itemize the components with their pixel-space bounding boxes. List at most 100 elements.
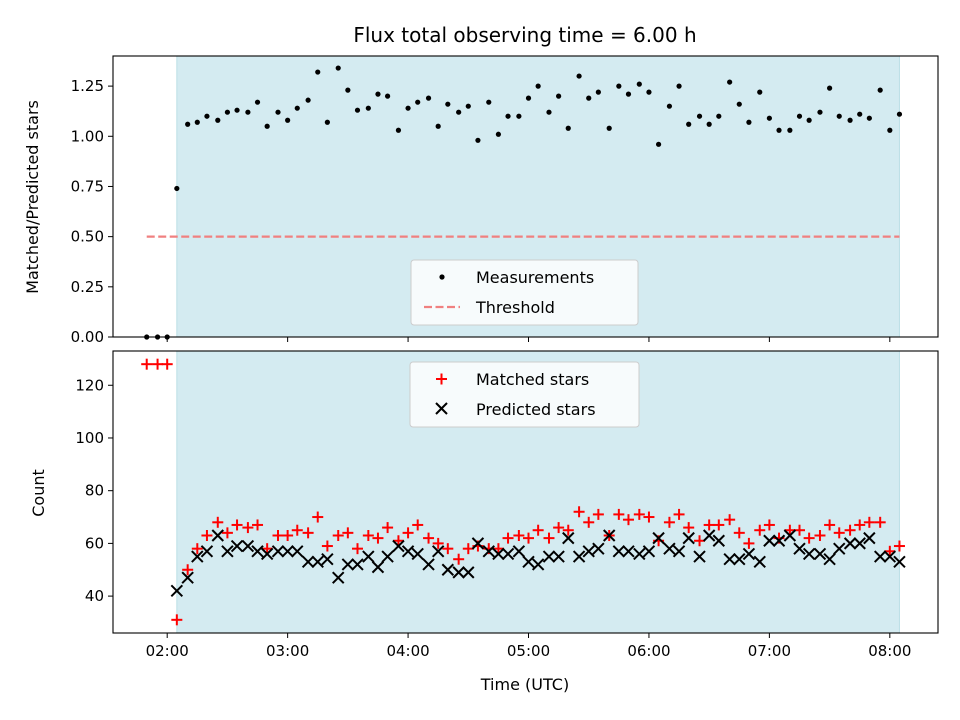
measurement-point [827, 85, 833, 91]
measurement-point [294, 105, 300, 111]
predicted-star-point [883, 550, 897, 563]
measurement-point [595, 89, 601, 95]
matched-star-point [302, 527, 314, 539]
matched-star-point [432, 537, 444, 549]
matched-star-point [291, 524, 303, 536]
matched-star-point [342, 527, 354, 539]
predicted-star-stroke-b [853, 537, 866, 550]
predicted-star-stroke-b [271, 545, 285, 558]
measurement-point [655, 141, 662, 147]
predicted-star-stroke-b [863, 531, 876, 545]
predicted-star-point [211, 529, 224, 542]
predicted-star-point [251, 545, 264, 558]
y-tick-label: 0.00 [71, 328, 104, 346]
predicted-star-point [793, 542, 806, 555]
y-tick-label: 0.25 [71, 278, 104, 296]
matched-star-point [583, 516, 595, 528]
measurement-point [384, 93, 391, 99]
predicted-star-point [321, 552, 334, 566]
predicted-star-point [341, 558, 355, 571]
matched-star-point [733, 527, 745, 539]
predicted-star-stroke-b [471, 537, 485, 550]
matched-star-point [161, 358, 173, 370]
predicted-star-point [552, 550, 565, 563]
matched-star-point [743, 537, 755, 549]
measurement-point [445, 101, 451, 107]
predicted-star-stroke-b [492, 547, 505, 561]
predicted-star-point [381, 550, 394, 563]
predicted-star-stroke-b [642, 545, 656, 558]
matched-star-point [362, 529, 374, 541]
predicted-star-point [351, 558, 364, 571]
y-tick-label: 80 [85, 482, 104, 500]
matched-star-point [332, 529, 344, 541]
predicted-star-stroke-b [221, 545, 234, 558]
predicted-star-stroke-b [802, 547, 816, 561]
predicted-star-point [281, 545, 294, 558]
predicted-star-stroke-b [542, 550, 556, 563]
predicted-star-stroke-b [763, 534, 776, 547]
measurement-point [375, 91, 381, 97]
measurement-point [625, 91, 632, 97]
measurement-point [516, 113, 522, 119]
predicted-star-stroke-b [582, 545, 595, 558]
measurement-point [787, 127, 793, 133]
predicted-star-point [181, 571, 194, 584]
matched-star-point [863, 516, 875, 528]
matched-star-point [573, 506, 585, 518]
measurement-point [796, 113, 803, 119]
predicted-star-stroke-b [612, 545, 626, 558]
matched-star-point [442, 543, 454, 555]
predicted-star-point [311, 555, 324, 569]
measurement-point [264, 123, 270, 129]
measurement-point [877, 87, 883, 93]
matched-star-point [141, 358, 153, 370]
predicted-star-stroke-b [411, 547, 424, 561]
predicted-star-stroke-b [371, 560, 385, 574]
measurement-point [405, 105, 411, 111]
legend-threshold-label: Threshold [475, 298, 555, 317]
predicted-star-stroke-b [652, 531, 665, 545]
measurement-point [354, 107, 361, 113]
measurement-point [234, 107, 240, 113]
matched-star-point [592, 508, 604, 520]
matched-star-point [523, 532, 535, 544]
predicted-star-stroke-b [592, 542, 605, 555]
matched-star-point [423, 532, 435, 544]
legend-predicted-label: Predicted stars [476, 400, 596, 419]
measurement-point [305, 97, 311, 103]
matched-star-point [713, 519, 725, 531]
measurement-point [866, 115, 872, 121]
matched-star-point [261, 543, 273, 555]
legend-matched-marker [436, 373, 447, 385]
predicted-star-point [482, 545, 495, 558]
matched-star-point [272, 529, 284, 541]
matched-star-point [613, 508, 625, 520]
measurement-point [616, 83, 622, 89]
matched-star-point [824, 519, 836, 531]
x-tick-label: 02:00 [146, 642, 189, 660]
measurement-point [315, 69, 321, 75]
predicted-star-point [452, 566, 465, 579]
measurement-point [415, 99, 421, 105]
measurement-point [736, 101, 742, 107]
predicted-star-stroke-b [230, 539, 244, 553]
predicted-star-stroke-b [893, 555, 906, 569]
x-tick-label: 05:00 [507, 642, 550, 660]
y-tick-label: 1.25 [71, 77, 104, 95]
predicted-star-stroke-b [883, 550, 897, 563]
predicted-star-stroke-b [813, 547, 827, 561]
predicted-star-point [672, 545, 686, 558]
axes-frame [112, 350, 939, 634]
predicted-star-stroke-b [301, 555, 315, 569]
predicted-star-stroke-b [311, 555, 324, 569]
predicted-star-stroke-b [260, 547, 274, 561]
predicted-star-stroke-b [793, 542, 806, 555]
predicted-star-stroke-b [873, 550, 887, 563]
predicted-star-point [332, 571, 345, 584]
predicted-star-point [763, 534, 776, 547]
matched-star-point [884, 545, 896, 557]
predicted-star-stroke-b [843, 537, 857, 550]
matched-star-point [754, 524, 766, 536]
predicted-star-point [471, 537, 485, 550]
